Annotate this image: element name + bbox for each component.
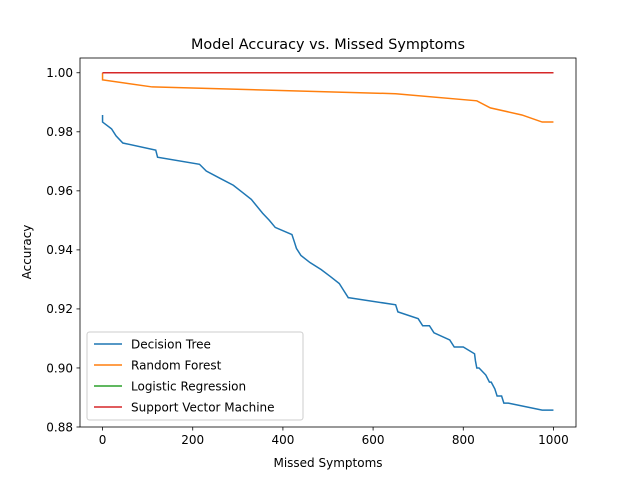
x-tick-label: 0 [99,433,107,447]
legend-label-4: Support Vector Machine [131,400,275,414]
legend-box [86,331,304,421]
y-tick-label: 0.92 [46,302,73,316]
x-tick-label: 800 [452,433,475,447]
series-line-2 [101,72,554,123]
y-tick-label: 0.96 [46,184,73,198]
axes-frame [79,57,577,428]
legend-label-3: Logistic Regression [131,379,246,393]
x-axis-label: Missed Symptoms [273,456,382,470]
y-tick-label: 0.98 [46,125,73,139]
legend-label-2: Random Forest [131,358,222,372]
x-tick-label: 1000 [538,433,569,447]
series-line-1 [101,114,554,411]
legend-label-1: Decision Tree [131,337,211,351]
legend: Decision Tree Random Forest Logistic Regre… [86,331,304,421]
y-axis-label: Accuracy [20,225,34,280]
chart-title: Model Accuracy vs. Missed Symptoms [191,37,465,53]
plot-area: 0 200 400 600 800 1000 0.88 0.90 0.92 0.94 0.96 0.9… [46,57,577,447]
x-tick-label: 200 [181,433,204,447]
y-tick-label: 0.94 [46,243,73,257]
x-tick-label: 400 [271,433,294,447]
y-tick-label: 0.88 [46,420,73,434]
x-tick-label: 600 [362,433,385,447]
y-tick-label: 1.00 [46,66,73,80]
y-tick-label: 0.90 [46,361,73,375]
